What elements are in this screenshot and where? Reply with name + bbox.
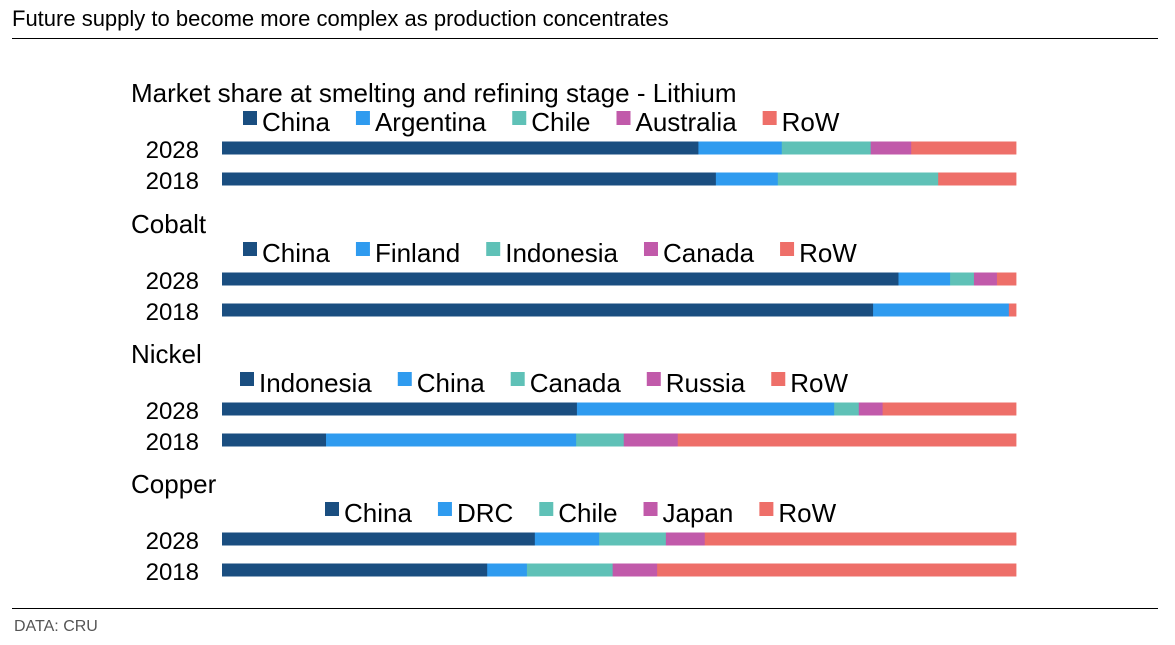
source-note: DATA: CRU: [14, 618, 98, 635]
bar-segment-lithium-2018-row: [938, 172, 1017, 186]
legend-label-row: RoW: [782, 107, 840, 137]
legend-swatch-row: [780, 242, 795, 256]
bar-segment-cobalt-2018-finland: [873, 303, 1010, 317]
legend-label-china: China: [344, 498, 412, 528]
legend-swatch-australia: [616, 111, 631, 125]
legend-swatch-argentina: [355, 111, 370, 125]
bar-segment-nickel-2018-row: [677, 433, 1017, 447]
bar-segment-cobalt-2018-china: [222, 303, 874, 317]
bar-segment-nickel-2028-china: [576, 402, 835, 416]
legend-swatch-china: [243, 242, 257, 256]
category-label-2018: 2018: [146, 168, 199, 195]
bar-segment-nickel-2028-canada: [834, 402, 860, 416]
category-label-2028: 2028: [146, 137, 199, 164]
legend-swatch-indonesia: [240, 372, 254, 386]
bar-segment-lithium-2018-china: [222, 172, 717, 186]
bar-segment-cobalt-2028-row: [996, 272, 1017, 286]
bar-segment-lithium-2018-argentina: [715, 172, 779, 186]
legend-label-argentina: Argentina: [375, 107, 487, 137]
bar-segment-cobalt-2028-indonesia: [950, 272, 975, 286]
bar-segment-lithium-2028-argentina: [698, 141, 783, 155]
panel-title-lithium: Market share at smelting and refining st…: [131, 78, 737, 108]
bar-segment-copper-2018-chile: [526, 563, 614, 577]
bar-segment-nickel-2018-russia: [623, 433, 679, 447]
legend-label-chile: Chile: [531, 107, 590, 137]
bar-segment-copper-2018-japan: [612, 563, 658, 577]
legend-swatch-china: [325, 502, 339, 516]
legend-swatch-canada: [643, 242, 658, 256]
bar-segment-copper-2028-china: [222, 532, 536, 546]
bar-segment-copper-2018-china: [222, 563, 488, 577]
bar-segment-cobalt-2028-finland: [898, 272, 951, 286]
legend-swatch-china: [243, 111, 257, 125]
bar-segment-lithium-2018-chile: [777, 172, 939, 186]
legend-label-russia: Russia: [666, 368, 746, 398]
bar-segment-lithium-2028-china: [222, 141, 699, 155]
legend-label-indonesia: Indonesia: [505, 238, 618, 268]
header-rule: [12, 38, 1158, 39]
bar-segment-copper-2028-drc: [534, 532, 600, 546]
bar-segment-lithium-2028-australia: [870, 141, 912, 155]
bar-segment-copper-2028-row: [704, 532, 1017, 546]
legend-swatch-row: [762, 111, 777, 125]
bar-segment-copper-2018-row: [657, 563, 1017, 577]
category-label-2018: 2018: [146, 559, 199, 586]
category-label-2028: 2028: [146, 268, 199, 295]
legend-label-china: China: [262, 107, 330, 137]
panel-title-nickel: Nickel: [131, 339, 202, 369]
legend-swatch-china: [397, 372, 412, 386]
legend-swatch-row: [771, 372, 786, 386]
bar-segment-lithium-2028-row: [911, 141, 1017, 155]
legend-label-canada: Canada: [663, 238, 755, 268]
legend-swatch-indonesia: [486, 242, 501, 256]
bar-segment-copper-2018-drc: [487, 563, 528, 577]
bar-segment-lithium-2028-chile: [781, 141, 872, 155]
legend-swatch-russia: [646, 372, 661, 386]
category-label-2018: 2018: [146, 299, 199, 326]
bar-segment-nickel-2028-row: [882, 402, 1017, 416]
legend-label-indonesia: Indonesia: [259, 368, 372, 398]
legend-swatch-chile: [512, 111, 527, 125]
category-label-2018: 2018: [146, 429, 199, 456]
bar-segment-copper-2028-japan: [665, 532, 706, 546]
legend-swatch-japan: [643, 502, 658, 516]
legend-label-chile: Chile: [558, 498, 617, 528]
bar-segment-nickel-2028-indonesia: [222, 402, 578, 416]
category-label-2028: 2028: [146, 398, 199, 425]
bar-segment-nickel-2018-canada: [576, 433, 625, 447]
legend-label-china: China: [417, 368, 485, 398]
bar-segment-cobalt-2028-china: [222, 272, 899, 286]
bar-segment-nickel-2018-indonesia: [222, 433, 327, 447]
chart-header-title: Future supply to become more complex as …: [12, 6, 669, 31]
legend-label-drc: DRC: [457, 498, 513, 528]
legend-swatch-canada: [510, 372, 525, 386]
legend-label-row: RoW: [799, 238, 857, 268]
bar-segment-cobalt-2018-row: [1008, 303, 1017, 317]
legend-swatch-drc: [437, 502, 452, 516]
legend-label-canada: Canada: [530, 368, 622, 398]
bar-segment-nickel-2018-china: [326, 433, 577, 447]
legend-swatch-chile: [539, 502, 554, 516]
category-label-2028: 2028: [146, 528, 199, 555]
legend-label-finland: Finland: [375, 238, 460, 268]
footer-rule: [12, 608, 1158, 609]
legend-label-australia: Australia: [636, 107, 738, 137]
bar-segment-nickel-2028-russia: [858, 402, 884, 416]
panel-title-cobalt: Cobalt: [131, 209, 207, 239]
bar-segment-copper-2028-chile: [599, 532, 667, 546]
legend-label-japan: Japan: [663, 498, 734, 528]
legend-label-row: RoW: [790, 368, 848, 398]
bar-segment-cobalt-2028-canada: [973, 272, 998, 286]
legend-swatch-finland: [355, 242, 370, 256]
panel-title-copper: Copper: [131, 469, 217, 499]
legend-label-row: RoW: [778, 498, 836, 528]
legend-swatch-row: [759, 502, 774, 516]
legend-label-china: China: [262, 238, 330, 268]
